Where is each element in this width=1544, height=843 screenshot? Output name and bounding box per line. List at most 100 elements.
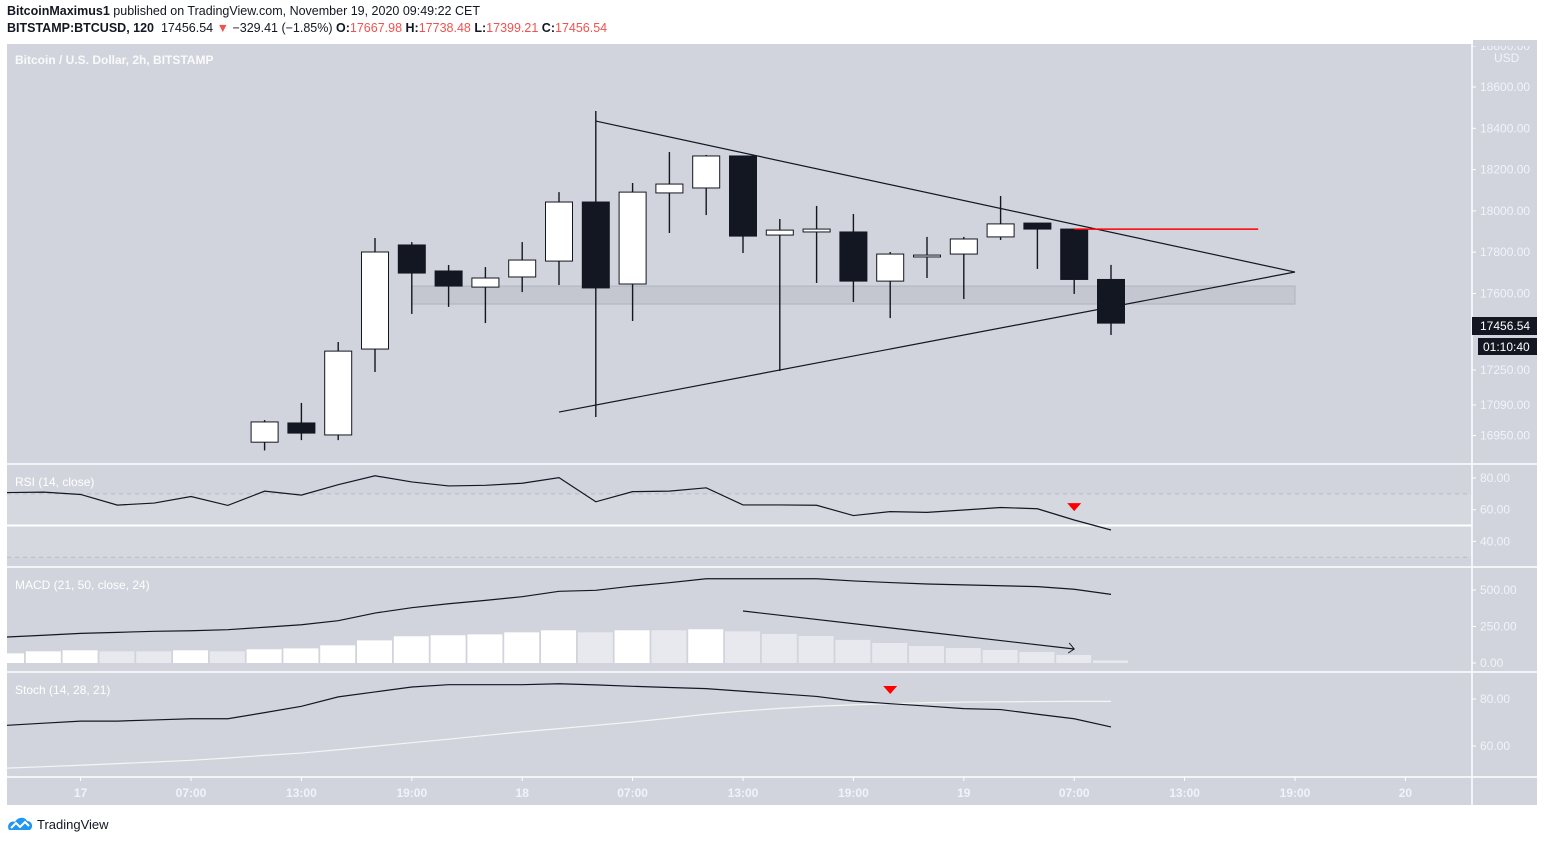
- candle: [471, 267, 500, 324]
- candle: [434, 265, 463, 307]
- candle-body: [913, 254, 941, 258]
- macd-histogram-bar: [393, 636, 429, 663]
- macd-line: [7, 578, 1112, 638]
- macd-histogram-bar: [430, 635, 466, 663]
- time-tick-label: 20: [1399, 786, 1413, 800]
- last-price-label: 17456.54: [1480, 319, 1530, 333]
- macd-histogram-bar: [504, 632, 540, 663]
- candle-body: [729, 155, 757, 237]
- candle: [508, 242, 537, 293]
- macd-tick-label: 250.00: [1480, 620, 1517, 634]
- open-label: O:: [336, 21, 350, 35]
- time-tick-label: 17: [74, 786, 88, 800]
- macd-histogram-bar: [1093, 660, 1128, 663]
- macd-histogram-bar: [62, 650, 98, 663]
- candle-body: [839, 231, 868, 282]
- candle-body: [434, 270, 463, 287]
- time-tick-label: 07:00: [1059, 786, 1090, 800]
- price-tick-label: 17250.00: [1480, 363, 1530, 377]
- macd-histogram-bar: [25, 651, 61, 663]
- price-tick-label: 18000.00: [1480, 204, 1530, 218]
- macd-divergence-arrow: [742, 610, 1075, 650]
- rsi-tick-label: 60.00: [1480, 503, 1510, 517]
- candle-body: [876, 253, 905, 282]
- macd-histogram-bar: [982, 650, 1018, 663]
- macd-histogram-bar: [577, 632, 613, 663]
- macd-histogram-bar: [614, 630, 650, 663]
- price-tick-label: 17090.00: [1480, 398, 1530, 412]
- time-tick-label: 07:00: [176, 786, 207, 800]
- open-value: 17667.98: [349, 21, 403, 35]
- time-axis[interactable]: 17 07:00 13:00 19:00 18 07:00 13:00 19:00 19 07:0…: [74, 777, 1412, 800]
- author-name[interactable]: BitcoinMaximus1: [7, 4, 110, 18]
- time-tick-label: 13:00: [286, 786, 317, 800]
- currency-label: USD: [1494, 51, 1520, 65]
- macd-histogram-bar: [835, 639, 871, 663]
- candle-body: [250, 421, 279, 443]
- macd-histogram-bar: [357, 640, 392, 663]
- time-tick-label: 18: [516, 786, 530, 800]
- candle: [1097, 264, 1125, 335]
- macd-histogram-bar: [872, 642, 908, 663]
- close-label: C:: [541, 21, 555, 35]
- indicator-panes: [7, 475, 1472, 769]
- macd-histogram-bar: [798, 635, 834, 663]
- candle-body: [618, 191, 647, 285]
- macd-histogram-bar: [1019, 652, 1055, 663]
- triangle-down-icon: [1067, 503, 1082, 512]
- countdown-label: 01:10:40: [1483, 340, 1530, 354]
- candle-body: [471, 277, 500, 288]
- tradingview-logo[interactable]: TradingView: [7, 816, 109, 832]
- stoch-tick-label: 60.00: [1480, 739, 1510, 753]
- candle: [1060, 228, 1089, 294]
- candle-body: [1060, 228, 1089, 280]
- triangle-down-icon: ▼: [216, 21, 229, 35]
- macd-histogram-bar: [688, 629, 724, 663]
- stoch-k-line: [7, 683, 1112, 728]
- candle: [1023, 222, 1052, 269]
- price-axis[interactable]: 18800.0018600.0018400.0018200.0018000.00…: [1472, 39, 1537, 753]
- price-tick-label: 18400.00: [1480, 121, 1530, 135]
- macd-histogram-bar: [283, 648, 319, 663]
- price-tick-label: 18200.00: [1480, 163, 1530, 177]
- candle-body: [545, 201, 573, 262]
- price-tick-label: 18600.00: [1480, 80, 1530, 94]
- macd-histogram-bar: [467, 634, 503, 663]
- macd-histogram-bar: [136, 651, 172, 663]
- stoch-label: Stoch (14, 28, 21): [15, 683, 110, 697]
- macd-histogram-bar: [1056, 654, 1092, 663]
- candle: [655, 152, 684, 233]
- candle: [949, 236, 978, 300]
- stoch-d-line: [7, 700, 1111, 769]
- candle-body: [397, 244, 426, 274]
- macd-histogram-bar: [909, 646, 944, 663]
- time-tick-label: 07:00: [617, 786, 648, 800]
- candle-body: [324, 350, 353, 436]
- candle: [287, 402, 316, 441]
- triangle-down-icon: [883, 686, 898, 695]
- candle-body: [655, 183, 684, 194]
- axis-mask: [1473, 40, 1537, 46]
- candle: [545, 192, 573, 286]
- time-tick-label: 19:00: [1280, 786, 1311, 800]
- macd-histogram-bar: [7, 653, 24, 663]
- lower-trendline: [558, 271, 1296, 413]
- countdown-box: [1478, 338, 1537, 355]
- chart-background: [7, 44, 1537, 805]
- candle-body: [361, 251, 389, 350]
- candle: [986, 196, 1015, 241]
- candle-body: [1097, 278, 1125, 324]
- chart-title: Bitcoin / U.S. Dollar, 2h, BITSTAMP: [15, 53, 213, 67]
- candle: [692, 154, 721, 216]
- macd-label: MACD (21, 50, close, 24): [15, 578, 150, 592]
- symbol-name[interactable]: BITSTAMP:BTCUSD, 120: [7, 21, 155, 35]
- rsi-tick-label: 40.00: [1480, 534, 1510, 548]
- macd-histogram-bar: [761, 633, 797, 663]
- macd-histogram-bar: [945, 647, 981, 663]
- candle-body: [1023, 222, 1052, 230]
- publish-text: published on TradingView.com, November 1…: [113, 4, 480, 18]
- candle: [361, 237, 389, 372]
- candle: [839, 213, 868, 302]
- publish-info: BitcoinMaximus1 published on TradingView…: [7, 4, 480, 18]
